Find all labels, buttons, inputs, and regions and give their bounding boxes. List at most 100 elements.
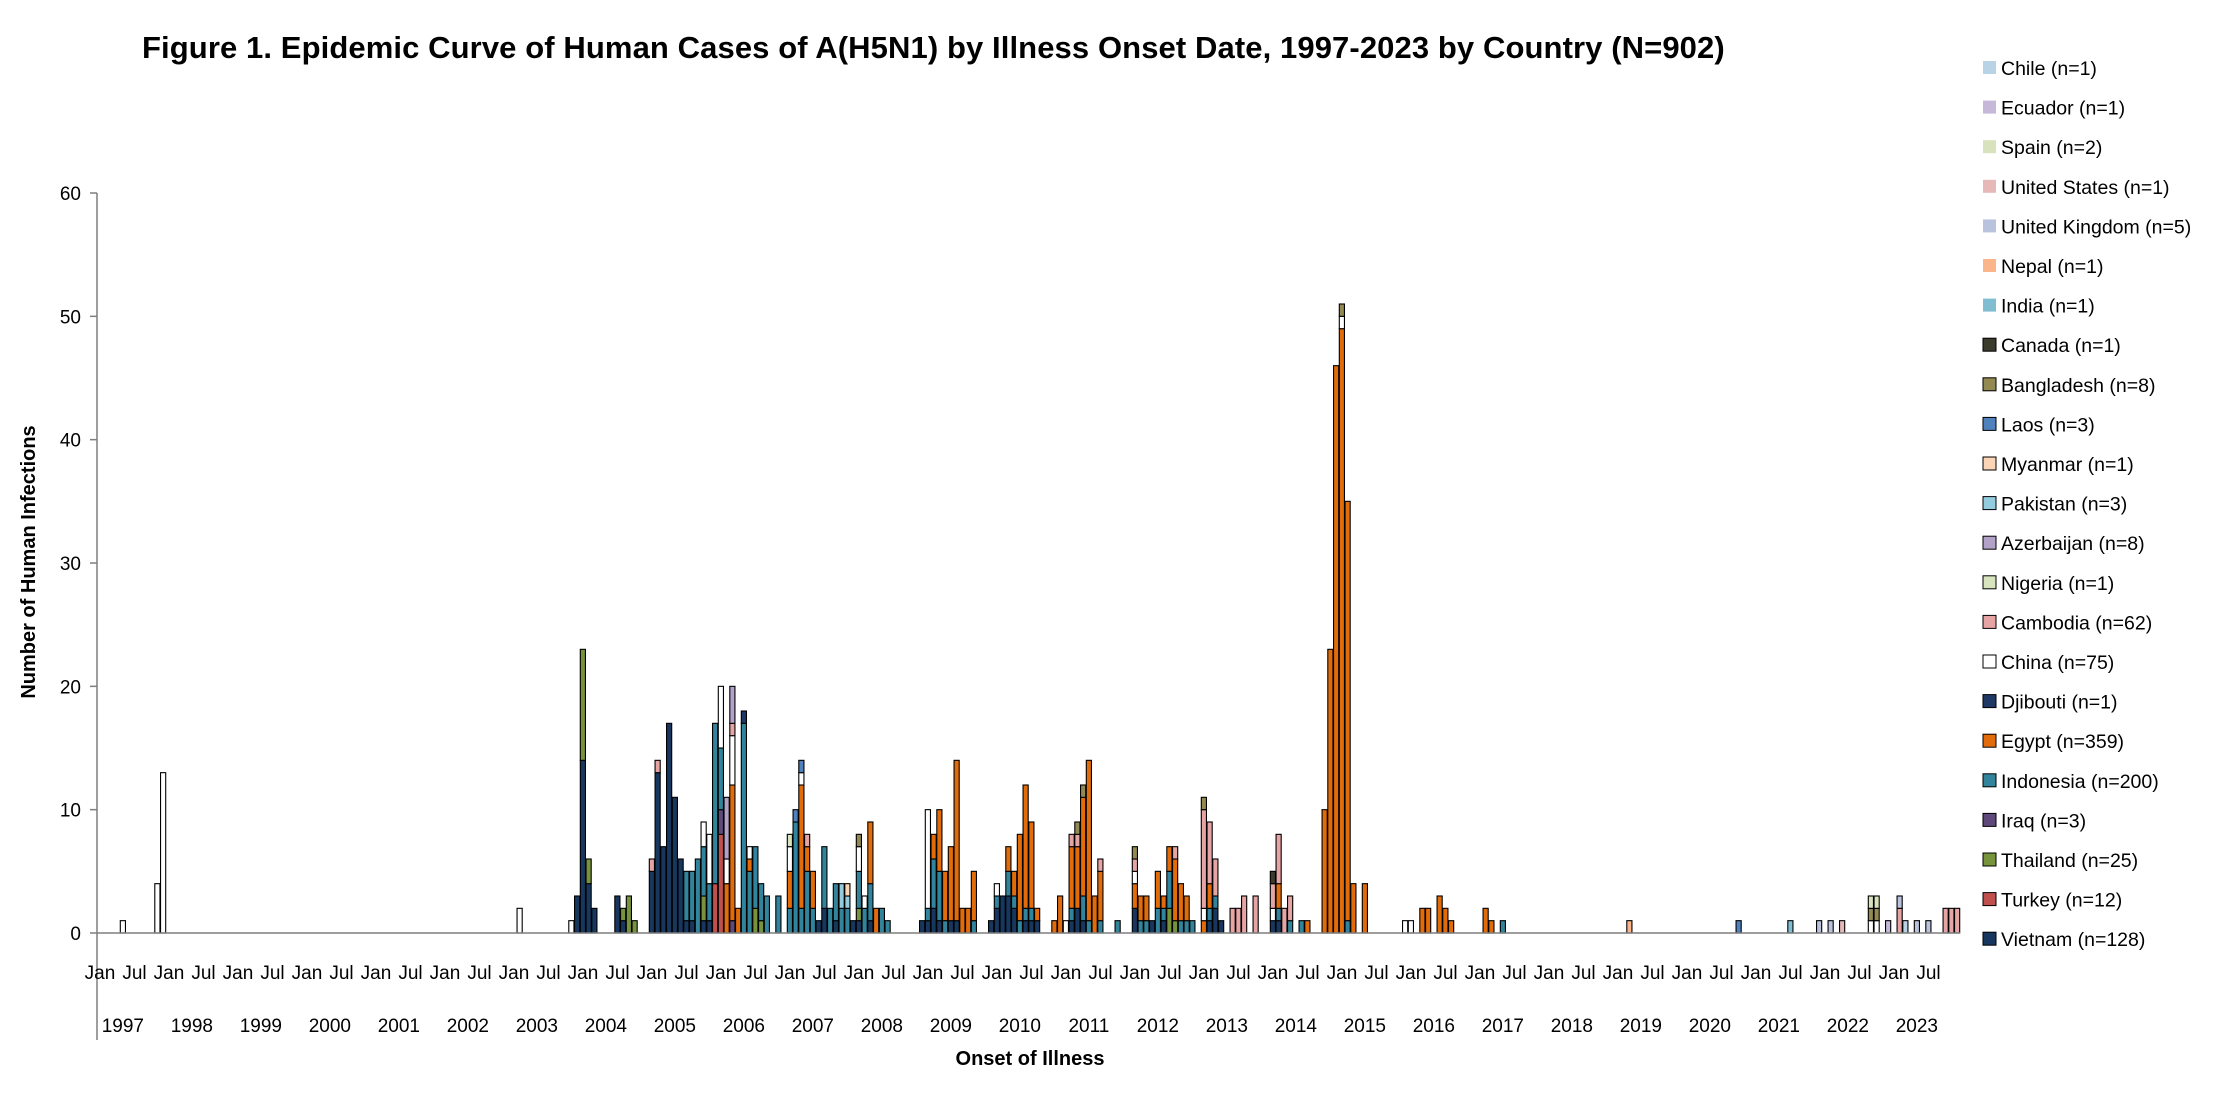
bar-segment <box>1212 895 1219 909</box>
bar-segment <box>803 870 811 934</box>
bar-segment <box>1028 821 1035 909</box>
bar-segment <box>706 883 713 922</box>
x-tick-label: Jul <box>1088 963 1112 984</box>
bar-segment <box>717 685 724 749</box>
bar-segment <box>1913 920 1921 934</box>
bar-segment <box>936 809 943 872</box>
bar-segment <box>924 907 931 922</box>
bar-segment <box>723 883 730 934</box>
x-tick-label: Jul <box>950 963 974 984</box>
year-label: 2006 <box>723 1016 765 1037</box>
bar-segment <box>585 858 592 885</box>
x-tick-label: Jan <box>1534 963 1565 984</box>
x-tick-label: Jul <box>260 963 284 984</box>
bar-segment <box>918 920 926 934</box>
axes-layer: 0 10 20 30 40 50 60 Jan Jul Jan Jul Jan Jul Jan Jul Jan… <box>60 184 1960 1040</box>
year-label: 2005 <box>654 1016 696 1037</box>
bar-segment <box>1131 870 1139 885</box>
bar-segment <box>1304 920 1311 934</box>
bar-segment <box>1074 907 1081 934</box>
bar-segment <box>1867 920 1875 934</box>
bar-segment <box>683 870 690 922</box>
bar-segment <box>1114 920 1121 934</box>
bar-segment <box>688 870 696 922</box>
legend-swatch <box>1982 773 1997 788</box>
year-label: 2003 <box>516 1016 558 1037</box>
legend-label: Pakistan (n=3) <box>2001 494 2127 516</box>
bar-segment <box>809 907 816 934</box>
bar-segment <box>648 858 655 872</box>
bar-segment <box>1172 920 1179 934</box>
bar-segment <box>1068 907 1075 922</box>
x-tick-label: Jan <box>568 963 599 984</box>
bar-segment <box>1281 907 1288 934</box>
bar-segment <box>729 784 736 922</box>
x-tick-label: Jan <box>1258 963 1289 984</box>
bar-segment <box>792 809 799 823</box>
bar-segment <box>723 796 730 860</box>
bar-segment <box>861 895 868 909</box>
bar-segment <box>1925 920 1932 934</box>
bar-segment <box>1287 920 1294 934</box>
bar-segment <box>729 685 736 724</box>
year-label: 2002 <box>447 1016 489 1037</box>
bar-segment <box>1626 920 1633 934</box>
year-label: 2015 <box>1344 1016 1386 1037</box>
bar-segment <box>832 883 839 922</box>
bar-segment <box>861 907 868 934</box>
bar-segment <box>1154 870 1162 909</box>
year-label: 2000 <box>309 1016 351 1037</box>
x-tick-label: Jan <box>430 963 461 984</box>
bar-segment <box>1068 833 1075 848</box>
legend-label: China (n=75) <box>2001 652 2114 674</box>
bar-segment <box>723 858 730 885</box>
x-tick-label: Jul <box>1019 963 1043 984</box>
x-tick-label: Jul <box>398 963 422 984</box>
bar-segment <box>1080 920 1087 934</box>
bar-segment <box>1080 784 1087 798</box>
bar-segment <box>700 821 707 848</box>
bar-segment <box>947 920 954 934</box>
y-tick-label: 40 <box>60 431 81 452</box>
bar-segment <box>1241 895 1248 934</box>
legend-swatch <box>1982 337 1997 352</box>
bar-segment <box>1275 883 1282 909</box>
bar-segment <box>855 846 862 872</box>
bar-segment <box>1149 920 1156 934</box>
legend-label: Chile (n=1) <box>2001 58 2097 80</box>
bar-segment <box>1321 809 1328 934</box>
bar-segment <box>1005 870 1012 897</box>
bar-segment <box>1344 920 1351 934</box>
bar-segment <box>1338 303 1346 317</box>
bar-segment <box>160 772 167 934</box>
legend-label: Ecuador (n=1) <box>2001 98 2125 120</box>
year-label: 2001 <box>378 1016 420 1037</box>
year-label: 2019 <box>1620 1016 1662 1037</box>
x-tick-label: Jan <box>1051 963 1082 984</box>
bar-segment <box>832 920 839 934</box>
x-tick-label: Jan <box>1879 963 1910 984</box>
bar-segment <box>1097 920 1104 934</box>
bar-segment <box>786 846 793 872</box>
bar-segment <box>838 907 845 934</box>
bar-segment <box>964 907 972 934</box>
bar-segment <box>1034 907 1041 922</box>
legend-swatch <box>1983 179 1996 193</box>
x-tick-label: Jan <box>1672 963 1703 984</box>
legend-label: Egypt (n=359) <box>2001 731 2124 753</box>
year-label: 2020 <box>1689 1016 1731 1037</box>
bar-segment <box>1028 920 1035 934</box>
bar-segment <box>1172 846 1179 860</box>
bar-segment <box>1074 821 1081 835</box>
bar-segment <box>872 907 880 934</box>
legend-swatch <box>1983 140 1996 154</box>
bar-segment <box>798 772 805 786</box>
bar-segment <box>1948 907 1955 934</box>
bar-segment <box>970 870 977 922</box>
bar-segment <box>1338 328 1346 934</box>
bar-segment <box>1183 920 1190 934</box>
bar-segment <box>1143 920 1150 934</box>
legend-swatch <box>1983 219 1996 233</box>
legend-swatch <box>1982 852 1997 867</box>
bar-segment <box>803 833 811 848</box>
